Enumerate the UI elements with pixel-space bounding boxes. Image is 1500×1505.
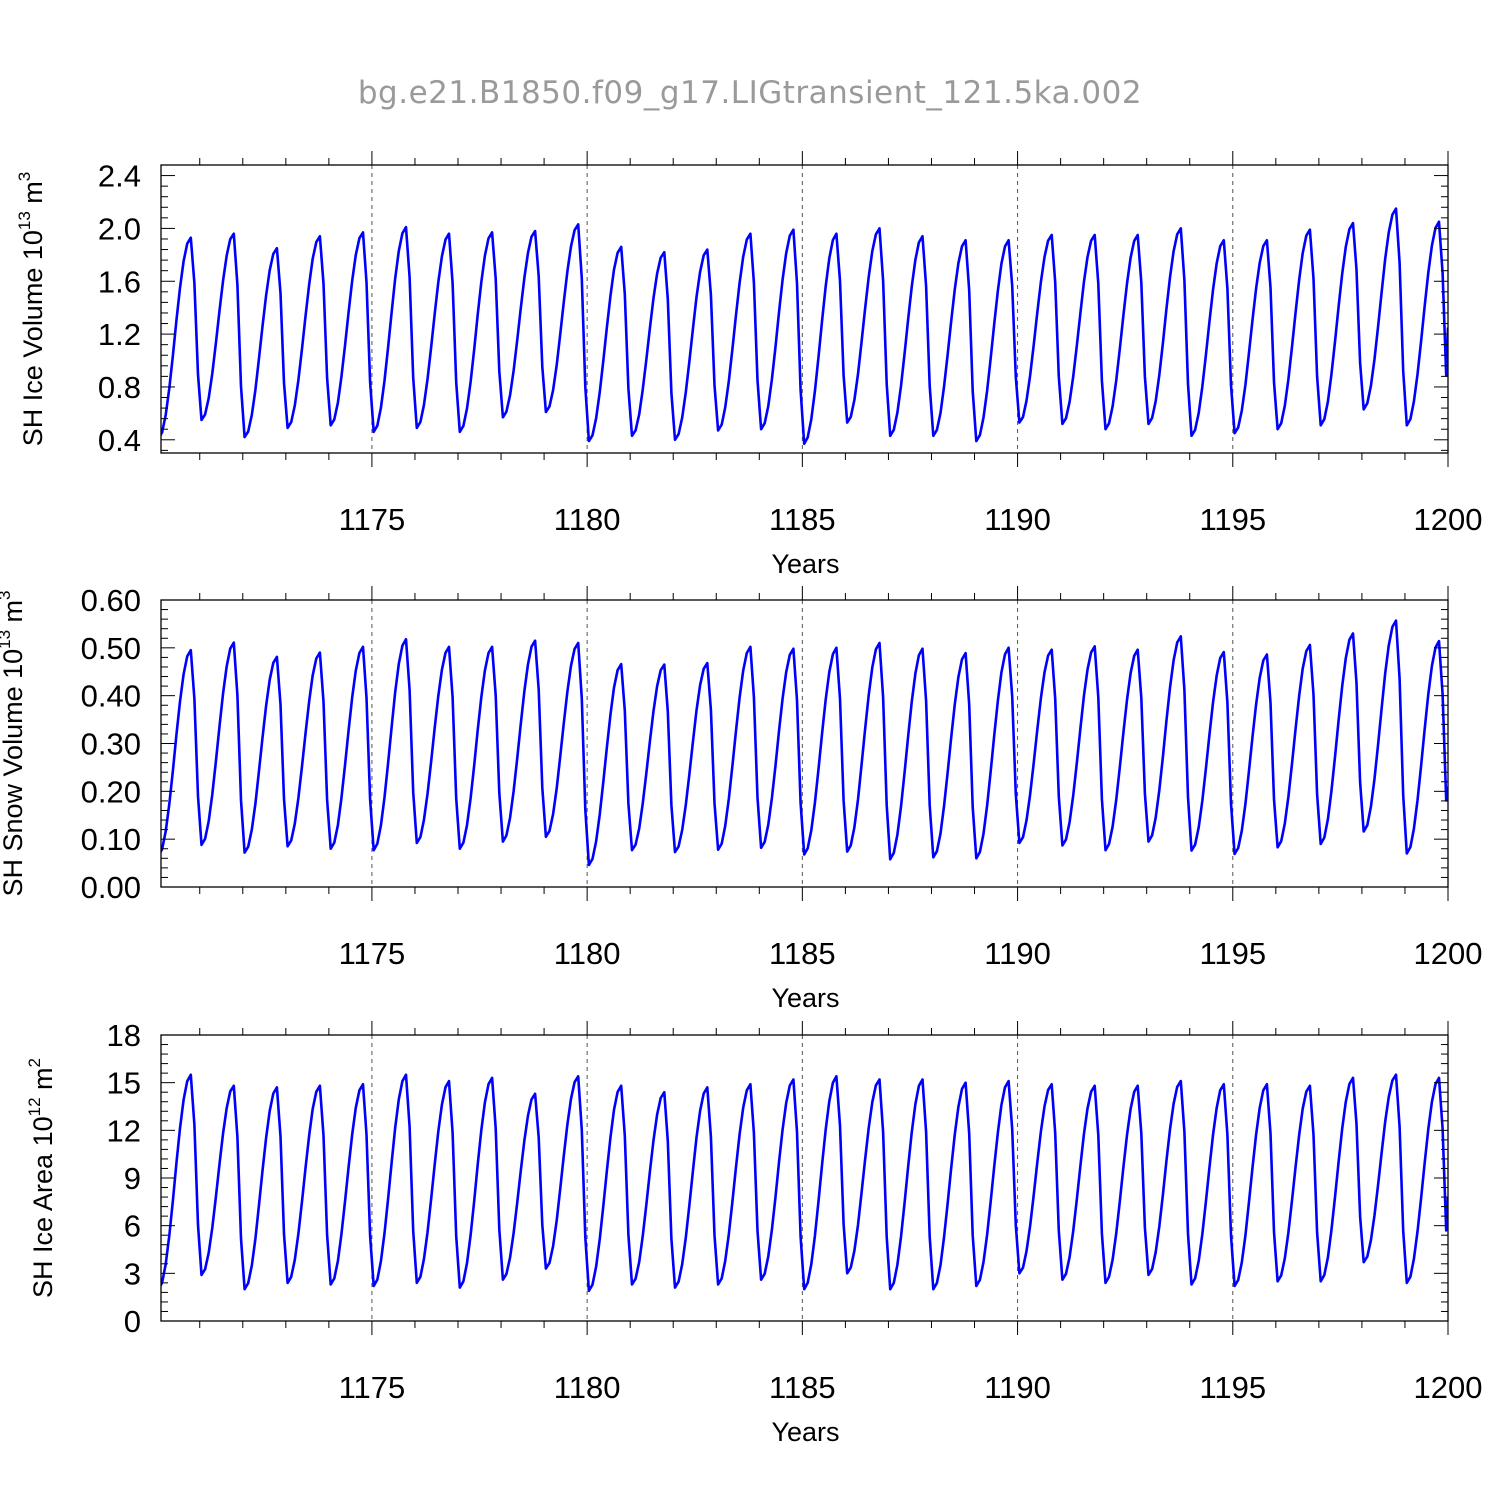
- x-tick-label: 1185: [769, 1370, 836, 1405]
- y-tick-label: 9: [124, 1161, 141, 1196]
- y-tick-label: 0.40: [81, 679, 141, 714]
- series-line: [161, 207, 1448, 446]
- y-tick-label: 0.00: [81, 870, 141, 905]
- x-tick-label: 1175: [339, 1370, 406, 1405]
- x-tick-label: 1195: [1199, 1370, 1266, 1405]
- panel-3: 0 3 6 9 12 15 18 1175 1180 1185 1190 1195 1200 Years S…: [25, 1018, 1482, 1447]
- y-tick-label: 1.2: [98, 317, 141, 352]
- y-axis-label-unit: m: [28, 1067, 58, 1097]
- x-tick-label: 1195: [1199, 502, 1266, 537]
- x-tick-label: 1175: [339, 502, 406, 537]
- x-tick-label: 1190: [984, 1370, 1051, 1405]
- y-tick-label: 1.6: [98, 264, 141, 299]
- y-axis-label-text: SH Snow Volume 10: [0, 649, 28, 897]
- y-tick-label: 0.20: [81, 774, 141, 809]
- y-axis-label-unit-exponent: 3: [15, 172, 34, 181]
- y-axis-label: SH Ice Area 1012 m2: [25, 1058, 58, 1298]
- x-tick-label: 1190: [984, 936, 1051, 971]
- y-axis-label-unit-exponent: 2: [25, 1058, 44, 1067]
- y-tick-label: 18: [107, 1018, 141, 1053]
- series-line: [161, 1073, 1448, 1293]
- figure-title: bg.e21.B1850.f09_g17.LIGtransient_121.5k…: [358, 75, 1142, 111]
- y-tick-label: 0.30: [81, 727, 141, 762]
- x-axis-label: Years: [771, 1417, 839, 1447]
- x-tick-label: 1185: [769, 502, 836, 537]
- y-axis-label-exponent: 13: [0, 630, 14, 649]
- x-axis-label: Years: [771, 983, 839, 1013]
- panel-2: 0.00 0.10 0.20 0.30 0.40 0.50 0.60 1175 1180 1185…: [0, 583, 1482, 1013]
- y-tick-label: 3: [124, 1256, 141, 1291]
- y-tick-label: 2.4: [98, 159, 141, 194]
- x-tick-label: 1175: [339, 936, 406, 971]
- y-tick-label: 6: [124, 1209, 141, 1244]
- panel-1: 0.4 0.8 1.2 1.6 2.0 2.4 1175 1180 1185 1190 1195 12…: [15, 151, 1482, 579]
- series-line: [161, 619, 1448, 867]
- y-axis-label: SH Snow Volume 1013 m3: [0, 590, 28, 896]
- x-tick-label: 1180: [554, 502, 621, 537]
- x-tick-label: 1195: [1199, 936, 1266, 971]
- x-tick-label: 1190: [984, 502, 1051, 537]
- x-tick-label: 1200: [1414, 936, 1483, 971]
- x-tick-label: 1180: [554, 1370, 621, 1405]
- y-axis-label-unit-exponent: 3: [0, 590, 14, 599]
- y-axis-label-text: SH Ice Volume 10: [18, 230, 48, 446]
- y-tick-label: 2.0: [98, 211, 141, 246]
- x-tick-label: 1180: [554, 936, 621, 971]
- y-tick-label: 0.50: [81, 631, 141, 666]
- y-axis-label-exponent: 13: [15, 211, 34, 230]
- x-tick-label: 1200: [1414, 1370, 1483, 1405]
- y-axis-label-unit: m: [0, 600, 28, 630]
- y-tick-label: 0: [124, 1304, 141, 1339]
- y-axis-label-unit: m: [18, 181, 48, 211]
- y-tick-label: 0.10: [81, 822, 141, 857]
- x-tick-label: 1185: [769, 936, 836, 971]
- x-tick-label: 1200: [1414, 502, 1483, 537]
- y-axis-label-exponent: 12: [25, 1097, 44, 1116]
- plot-frame: [160, 164, 1449, 454]
- y-tick-label: 12: [107, 1113, 141, 1148]
- y-axis-label-text: SH Ice Area 10: [28, 1116, 58, 1298]
- y-tick-label: 0.60: [81, 583, 141, 618]
- y-tick-label: 0.8: [98, 370, 141, 405]
- y-axis-label: SH Ice Volume 1013 m3: [15, 172, 48, 447]
- y-tick-label: 15: [107, 1066, 141, 1101]
- x-axis-label: Years: [771, 549, 839, 579]
- y-tick-label: 0.4: [98, 423, 141, 458]
